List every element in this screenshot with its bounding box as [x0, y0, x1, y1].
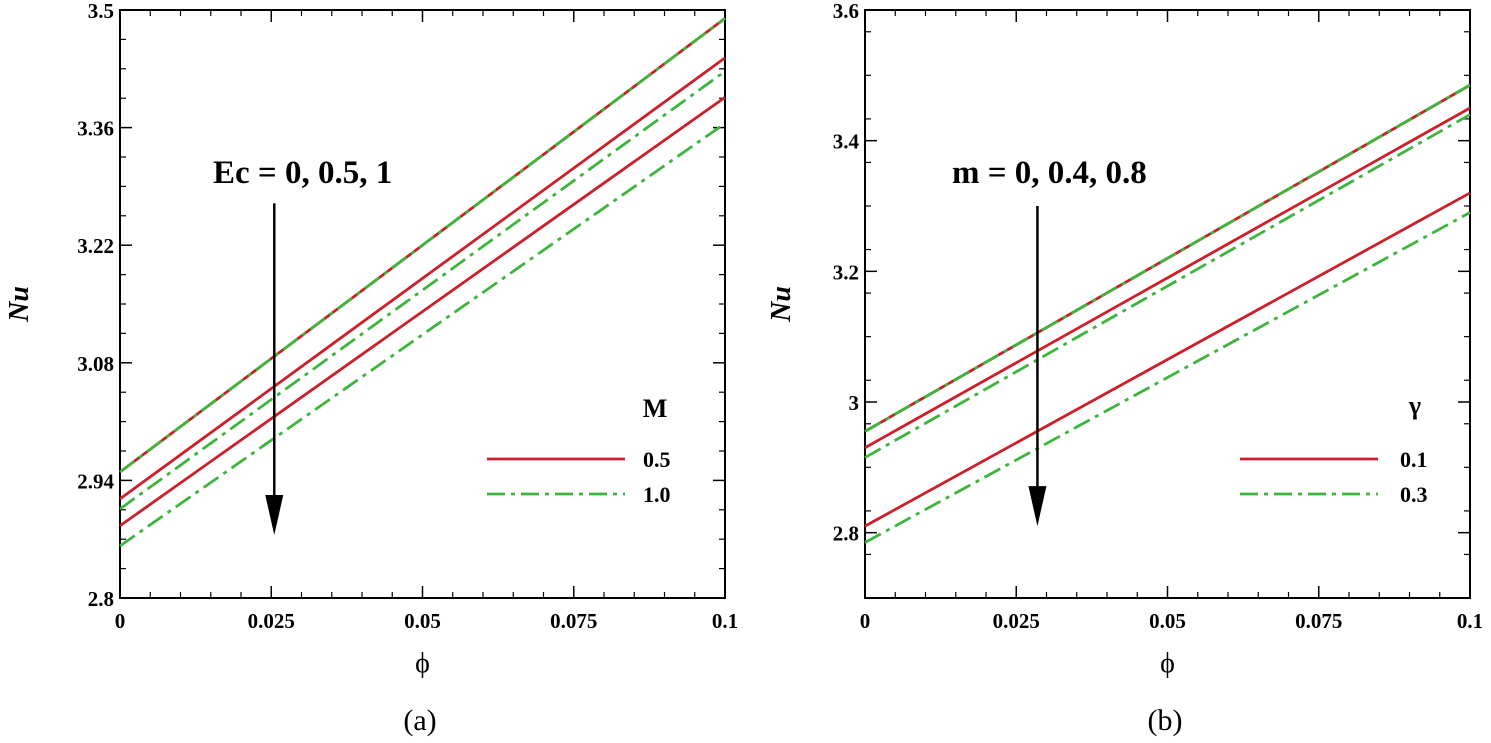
b-x-tick-label: 0 [860, 609, 871, 633]
b-x-tick-label: 0.05 [1149, 609, 1186, 633]
a-y-tick-label: 3.36 [77, 117, 114, 141]
b-plot-frame [864, 9, 1471, 599]
b-series-line [864, 113, 1471, 459]
b-series-line [864, 83, 1471, 433]
a-series-line [119, 122, 726, 548]
a-legend-label: 1.0 [643, 482, 671, 507]
b-legend-label: 0.1 [1400, 447, 1428, 472]
b-y-tick-label: 2.8 [833, 522, 859, 546]
a-legend-label: 0.5 [643, 447, 671, 472]
a-y-tick-label: 3.08 [77, 352, 114, 376]
b-legend-title: γ [1408, 391, 1421, 420]
b-x-axis-label: ϕ [1160, 648, 1175, 679]
b-y-tick-label: 3.4 [833, 130, 860, 154]
a-y-tick-label: 3.5 [88, 0, 114, 23]
b-y-tick-label: 3.6 [833, 0, 859, 23]
panel-b: 0 0.025 0.05 0.075 0.1 2.8 3 3.2 3.4 3.6 Nu ϕ m = 0,… [766, 0, 1483, 679]
a-y-axis-label: Nu [4, 286, 35, 323]
a-x-tick-label: 0.05 [404, 609, 441, 633]
caption-a: (a) [403, 704, 436, 737]
b-series-line [864, 211, 1471, 544]
a-y-tick-label: 2.8 [88, 587, 114, 611]
a-series-line [119, 96, 726, 527]
b-annotation: m = 0, 0.4, 0.8 [952, 155, 1147, 191]
a-y-tick-label: 3.22 [77, 234, 114, 258]
b-series-line [864, 191, 1471, 528]
a-x-tick-label: 0 [115, 609, 126, 633]
b-legend-label: 0.3 [1400, 482, 1428, 507]
b-y-axis-label: Nu [766, 286, 797, 323]
b-x-tick-label: 0.075 [1295, 609, 1342, 633]
a-series-line [119, 17, 726, 474]
a-y-tick-label: 2.94 [77, 469, 114, 493]
caption-b: (b) [1148, 704, 1183, 737]
b-y-tick-label: 3.2 [833, 260, 859, 284]
a-series-line [119, 70, 726, 511]
a-series-line [119, 56, 726, 501]
b-x-tick-label: 0.025 [993, 609, 1040, 633]
b-y-tick-label: 3 [849, 391, 860, 415]
b-series-line [864, 106, 1471, 449]
a-x-tick-label: 0.025 [248, 609, 295, 633]
a-x-axis-label: ϕ [415, 648, 430, 679]
a-plot-frame [119, 9, 726, 599]
a-x-tick-label: 0.1 [712, 609, 738, 633]
a-legend-title: M [643, 394, 668, 423]
b-x-tick-label: 0.1 [1457, 609, 1483, 633]
a-annotation: Ec = 0, 0.5, 1 [213, 155, 392, 191]
a-arrow-head-icon [265, 495, 284, 535]
panel-a: 0 0.025 0.05 0.075 0.1 2.8 2.94 3.08 3.22 3.36 3.5… [4, 0, 738, 679]
b-arrow-head-icon [1028, 486, 1047, 527]
a-x-tick-label: 0.075 [550, 609, 597, 633]
